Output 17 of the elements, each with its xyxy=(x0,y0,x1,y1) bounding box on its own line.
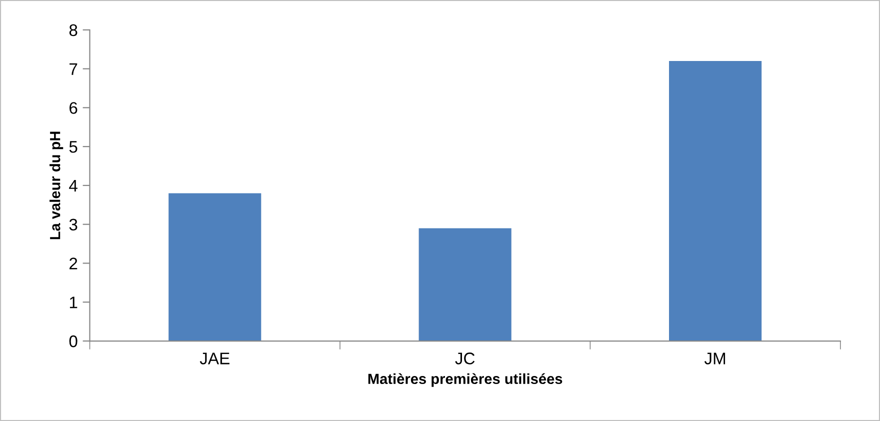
y-tick-label: 4 xyxy=(69,180,78,192)
x-tick-label: JM xyxy=(704,352,726,364)
y-tick-label: 7 xyxy=(70,63,78,75)
y-axis-title: La valeur du pH xyxy=(50,132,64,240)
y-tick-label: 3 xyxy=(69,218,78,231)
x-tick-label: JC xyxy=(455,352,475,364)
bar xyxy=(418,228,512,342)
y-tick-label: 2 xyxy=(70,258,78,270)
x-axis-title: Matières premières utilisées xyxy=(368,373,562,387)
y-tick-label: 5 xyxy=(69,141,78,153)
x-tick-label: JAE xyxy=(200,352,230,364)
y-tick-label: 1 xyxy=(70,296,78,308)
bar xyxy=(669,61,762,342)
y-tick-label: 8 xyxy=(69,24,78,36)
y-tick-label: 6 xyxy=(70,102,78,114)
y-tick-label: 0 xyxy=(69,335,78,348)
bar xyxy=(168,193,262,342)
